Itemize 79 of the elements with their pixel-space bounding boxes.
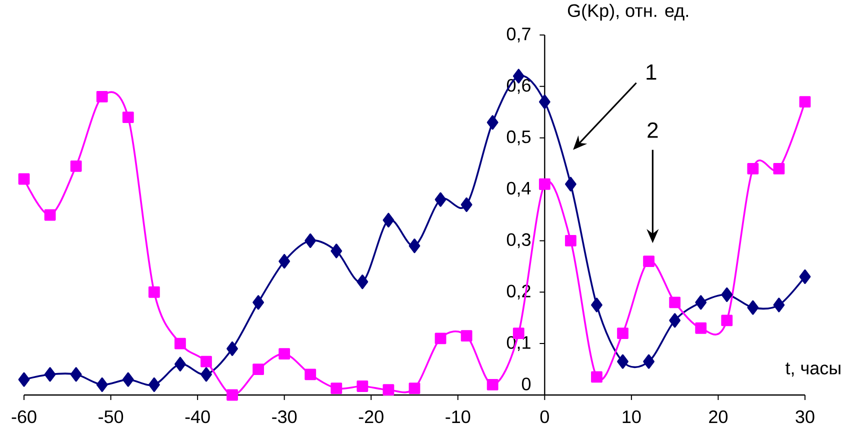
x-axis-title: t, часы — [786, 362, 840, 377]
point — [44, 367, 56, 382]
point — [434, 332, 446, 344]
point — [200, 356, 212, 368]
y-tick-label: 0 — [522, 378, 531, 390]
point — [304, 368, 316, 380]
y-tick-label: 0,7 — [506, 28, 530, 42]
point — [278, 254, 290, 269]
point — [96, 91, 108, 102]
point — [669, 296, 681, 308]
point — [643, 354, 654, 369]
y-tick-label: 0,4 — [506, 182, 531, 197]
x-tick-label: -30 — [272, 410, 297, 424]
point — [356, 274, 368, 290]
point — [617, 328, 628, 339]
point — [226, 389, 238, 401]
annotation: 1 — [646, 64, 656, 80]
point — [747, 300, 759, 315]
point — [200, 367, 212, 382]
point — [70, 367, 82, 382]
point — [799, 269, 811, 284]
point — [70, 160, 82, 172]
point — [174, 338, 186, 350]
point — [643, 256, 654, 267]
point — [747, 163, 759, 174]
annotation: 2 — [648, 122, 658, 138]
x-tick-label: 10 — [622, 410, 641, 424]
point — [669, 313, 681, 328]
point — [617, 354, 628, 369]
point — [460, 197, 472, 212]
point — [148, 286, 160, 298]
x-tick-label: -40 — [185, 410, 210, 424]
point — [721, 314, 733, 326]
x-tick-label: -20 — [358, 410, 384, 424]
point — [695, 295, 707, 310]
point — [44, 209, 56, 221]
point — [226, 341, 238, 356]
point — [382, 212, 394, 228]
point — [330, 382, 342, 394]
point — [278, 348, 290, 360]
point — [434, 192, 446, 207]
point — [252, 295, 264, 310]
point — [799, 96, 811, 108]
point — [773, 298, 785, 312]
point — [96, 377, 108, 392]
point — [18, 372, 30, 387]
y-tick-label: 0,3 — [506, 233, 530, 248]
point — [460, 330, 472, 342]
point — [538, 94, 550, 110]
point — [122, 112, 134, 123]
point — [564, 235, 576, 246]
point — [486, 115, 498, 130]
x-tick-label: 20 — [709, 410, 728, 424]
point — [591, 371, 602, 383]
x-tick-label: 30 — [796, 410, 814, 424]
point — [591, 298, 602, 312]
point — [773, 163, 785, 174]
point — [356, 380, 368, 392]
x-tick-label: -60 — [12, 410, 36, 424]
y-tick-label: 0,5 — [506, 130, 530, 146]
point — [408, 238, 420, 254]
point — [148, 377, 160, 392]
point — [174, 356, 186, 372]
x-tick-label: -10 — [446, 410, 470, 424]
point — [18, 173, 30, 185]
x-tick-label: -50 — [98, 410, 124, 424]
point — [538, 178, 550, 190]
point — [695, 322, 707, 334]
x-tick-label: 0 — [540, 410, 549, 424]
point — [721, 287, 733, 302]
point — [408, 382, 420, 394]
point — [304, 233, 316, 248]
y-axis-title: G(Kp), отн. ед. — [568, 4, 688, 21]
point — [330, 244, 342, 258]
point — [252, 364, 264, 375]
point — [382, 384, 394, 396]
point — [564, 176, 576, 192]
point — [486, 379, 498, 390]
point — [122, 372, 134, 387]
